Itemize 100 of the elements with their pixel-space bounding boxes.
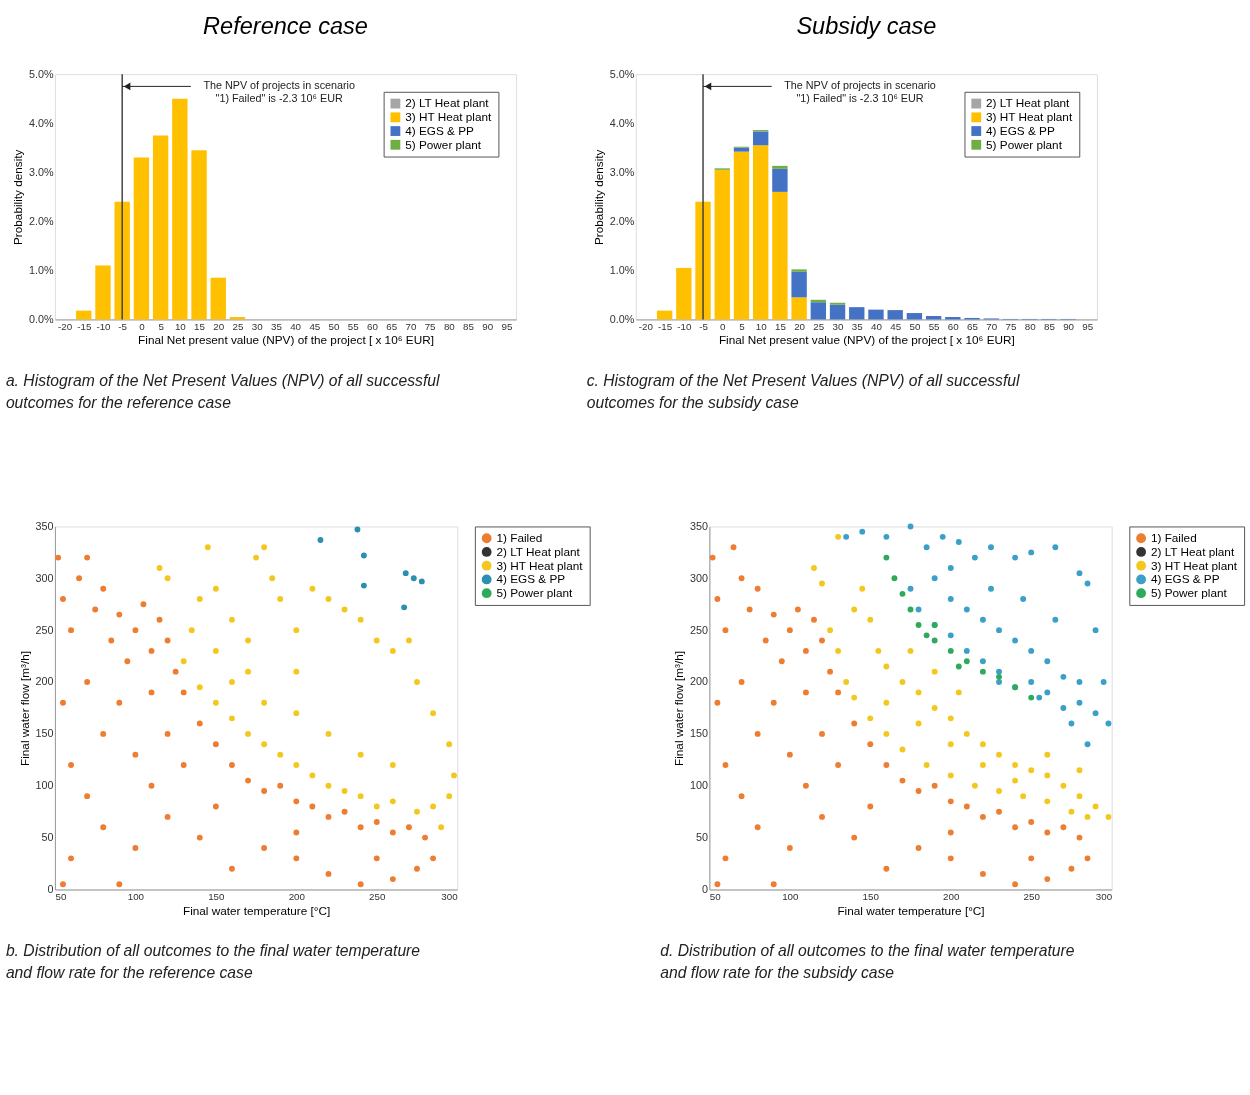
x-tick-label: 25 [813, 320, 825, 332]
point [414, 679, 420, 685]
x-tick-label: 20 [794, 320, 806, 332]
x-tick-label: 85 [1043, 320, 1056, 332]
x-tick-label: 30 [832, 320, 845, 332]
x-axis-title: Final Net present value (NPV) of the project [ x 10⁶ EUR] [718, 333, 1015, 347]
x-tick-label: 65 [386, 320, 398, 332]
point [325, 596, 332, 602]
point [996, 679, 1002, 685]
point [360, 552, 367, 559]
point [1076, 570, 1083, 577]
point [164, 575, 171, 582]
y-tick-label: 200 [35, 675, 54, 688]
point [859, 528, 866, 535]
point [389, 647, 396, 654]
x-tick-label: 200 [943, 890, 960, 902]
point [923, 544, 930, 551]
x-tick-label: 250 [1023, 890, 1041, 902]
point [1092, 710, 1099, 717]
point [1076, 679, 1083, 685]
point [971, 782, 978, 789]
point [1012, 637, 1019, 644]
legend-label: 3) HT Heat plant [1150, 558, 1238, 572]
point [1076, 767, 1083, 774]
x-tick-label: 150 [208, 890, 226, 902]
legend-label: 3) HT Heat plant [405, 110, 493, 124]
bar [849, 307, 865, 320]
x-tick-label: 55 [928, 320, 941, 332]
point [438, 824, 445, 831]
point [947, 741, 954, 748]
point [931, 575, 938, 582]
point [955, 539, 962, 545]
point [931, 668, 938, 675]
y-tick-label: 3.0% [609, 165, 635, 178]
x-tick-label: -5 [118, 320, 128, 332]
point [1092, 803, 1099, 810]
bar [733, 151, 750, 320]
point [261, 741, 268, 748]
point [1028, 767, 1035, 774]
x-tick-label: 200 [288, 890, 306, 902]
bar [753, 145, 769, 320]
point [867, 616, 874, 623]
x-tick-label: 10 [174, 320, 187, 332]
point [357, 751, 364, 758]
point [293, 710, 300, 717]
y-tick-label: 350 [689, 519, 708, 532]
x-tick-label: -10 [677, 320, 692, 332]
y-tick-label: 1.0% [28, 263, 54, 276]
point [867, 715, 874, 722]
point [341, 788, 348, 794]
point [1012, 554, 1019, 561]
point [859, 585, 866, 592]
bar [887, 310, 903, 320]
point [341, 606, 348, 613]
point [325, 782, 332, 789]
x-tick-label: 150 [862, 890, 880, 902]
bar [791, 297, 807, 320]
point [1012, 762, 1019, 768]
x-tick-label: -20 [638, 320, 654, 332]
point [418, 578, 425, 585]
point [293, 762, 300, 768]
x-tick-label: 95 [501, 320, 513, 332]
x-tick-label: 5 [739, 320, 746, 332]
point [414, 808, 420, 815]
legend-label: 5) Power plant [405, 137, 482, 151]
y-axis-title: Probability density [11, 149, 25, 246]
point [1076, 699, 1083, 706]
point [979, 741, 986, 748]
point [907, 606, 914, 613]
point [212, 585, 219, 592]
legend-label: 5) Power plant [986, 137, 1063, 151]
bar [191, 150, 207, 320]
x-tick-label: -15 [658, 320, 673, 332]
point [212, 647, 219, 654]
x-tick-label: 80 [1024, 320, 1037, 332]
point [406, 637, 412, 644]
y-tick-label: 0.0% [28, 312, 54, 325]
point [963, 730, 970, 737]
legend-label: 5) Power plant [496, 586, 574, 600]
point [389, 798, 396, 805]
point [907, 523, 914, 530]
point [899, 590, 906, 597]
point [843, 679, 850, 685]
bar [791, 271, 807, 298]
point [947, 647, 954, 654]
point [875, 647, 882, 654]
point [996, 673, 1002, 680]
point [373, 803, 380, 810]
y-tick-label: 100 [689, 779, 708, 792]
point [1012, 777, 1019, 784]
point [410, 575, 417, 582]
point [325, 730, 332, 737]
bar [95, 265, 111, 320]
point [357, 793, 364, 800]
point [1028, 694, 1035, 701]
point [1036, 694, 1043, 701]
text: a. Histogram of the Net Present Values (NPV) of all successful outcomes for the reference case [5, 372, 441, 411]
point [955, 663, 962, 670]
chart-title: Subsidy case [796, 12, 937, 39]
point [1060, 782, 1067, 789]
